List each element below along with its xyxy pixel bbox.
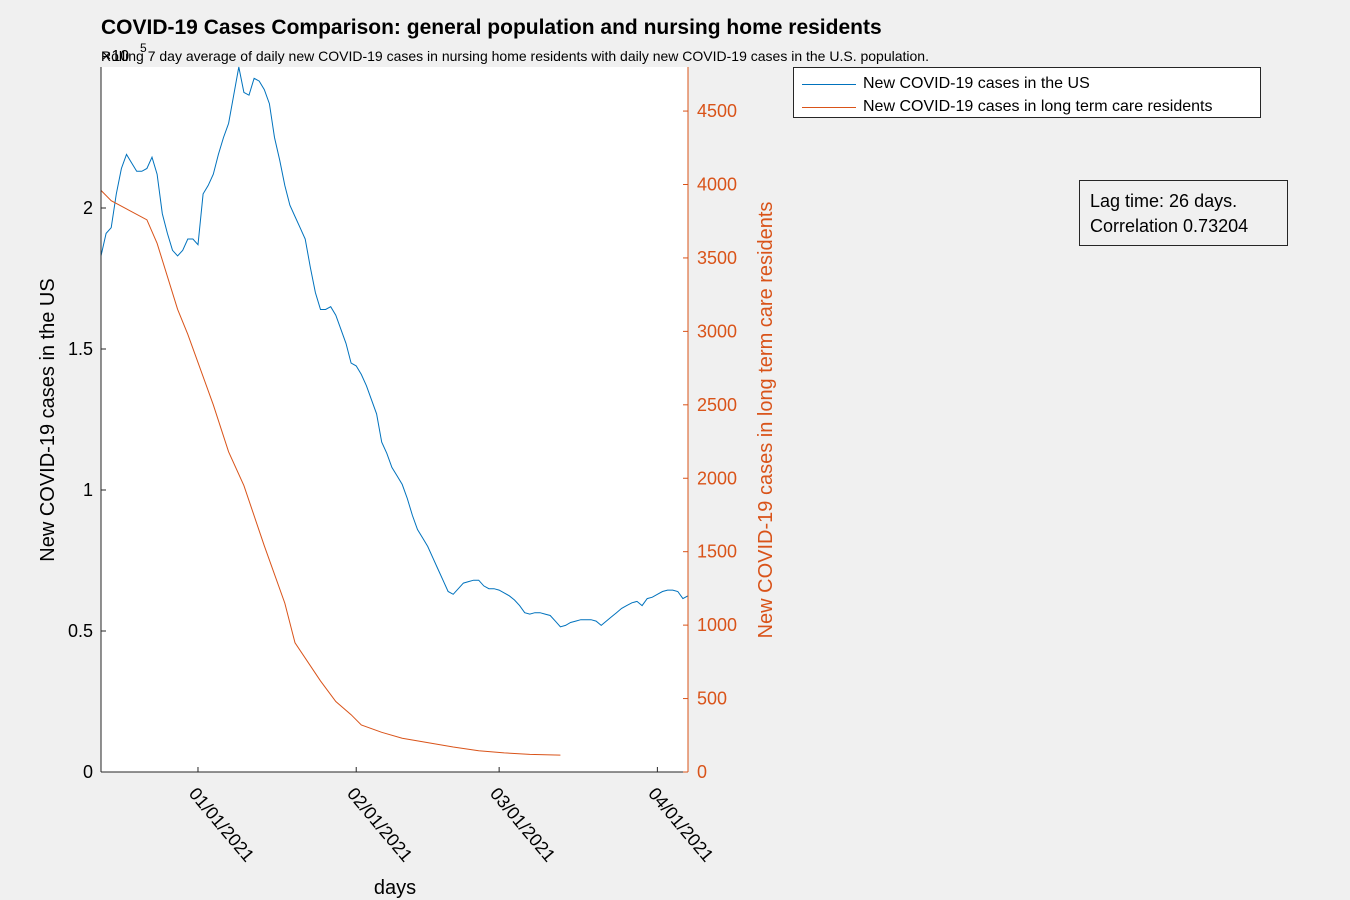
right-tick-label: 3500 xyxy=(697,248,737,268)
legend-swatch-ltc xyxy=(802,107,856,108)
left-axis-multiplier-base: ×10 xyxy=(102,48,129,65)
legend-swatch-us xyxy=(802,84,856,85)
x-axis-label: days xyxy=(374,877,416,899)
ltc-cases-line xyxy=(100,190,561,756)
left-y-ticks: 0 0.5 1 1.5 2 xyxy=(68,198,106,782)
left-axis-label: New COVID-19 cases in the US xyxy=(37,278,59,561)
x-tick-label: 03/01/2021 xyxy=(486,784,559,866)
left-tick-label: 2 xyxy=(83,198,93,218)
left-axis-exponent: 5 xyxy=(140,41,147,55)
legend-item-us: New COVID-19 cases in the US xyxy=(794,73,1260,95)
legend-label-ltc: New COVID-19 cases in long term care res… xyxy=(863,98,1213,115)
right-tick-label: 0 xyxy=(697,762,707,782)
x-tick-label: 01/01/2021 xyxy=(185,784,258,866)
right-tick-label: 4000 xyxy=(697,175,737,195)
right-axis-label: New COVID-19 cases in long term care res… xyxy=(755,202,777,639)
ltc-series-group xyxy=(100,190,561,756)
right-tick-label: 2000 xyxy=(697,468,737,488)
chart-subtitle: Rolling 7 day average of daily new COVID… xyxy=(101,48,929,64)
us-cases-line xyxy=(100,66,689,628)
x-ticks: 01/01/2021 02/01/2021 03/01/2021 04/01/2021 xyxy=(185,767,718,866)
legend-label-us: New COVID-19 cases in the US xyxy=(863,75,1090,92)
right-tick-label: 1000 xyxy=(697,615,737,635)
right-tick-label: 1500 xyxy=(697,542,737,562)
plot-area xyxy=(101,67,688,772)
annotation-box[interactable]: Lag time: 26 days. Correlation 0.73204 xyxy=(1079,180,1288,246)
legend-item-ltc: New COVID-19 cases in long term care res… xyxy=(794,96,1260,118)
x-tick-label: 02/01/2021 xyxy=(343,784,416,866)
right-tick-label: 4500 xyxy=(697,101,737,121)
us-series-group xyxy=(100,66,689,628)
right-y-ticks: 0 500 1000 1500 2000 2500 3000 3500 4000 4500 xyxy=(683,101,737,782)
x-tick-label: 04/01/2021 xyxy=(644,784,717,866)
lag-time-text: Lag time: 26 days. xyxy=(1090,191,1238,211)
left-tick-label: 1.5 xyxy=(68,339,93,359)
left-tick-label: 0.5 xyxy=(68,621,93,641)
right-tick-label: 3000 xyxy=(697,321,737,341)
left-tick-label: 0 xyxy=(83,762,93,782)
right-tick-label: 2500 xyxy=(697,395,737,415)
correlation-text: Correlation 0.73204 xyxy=(1090,216,1249,236)
legend[interactable]: New COVID-19 cases in the US New COVID-1… xyxy=(793,67,1261,118)
chart-title: COVID-19 Cases Comparison: general popul… xyxy=(101,16,882,39)
left-tick-label: 1 xyxy=(83,480,93,500)
right-tick-label: 500 xyxy=(697,689,727,709)
